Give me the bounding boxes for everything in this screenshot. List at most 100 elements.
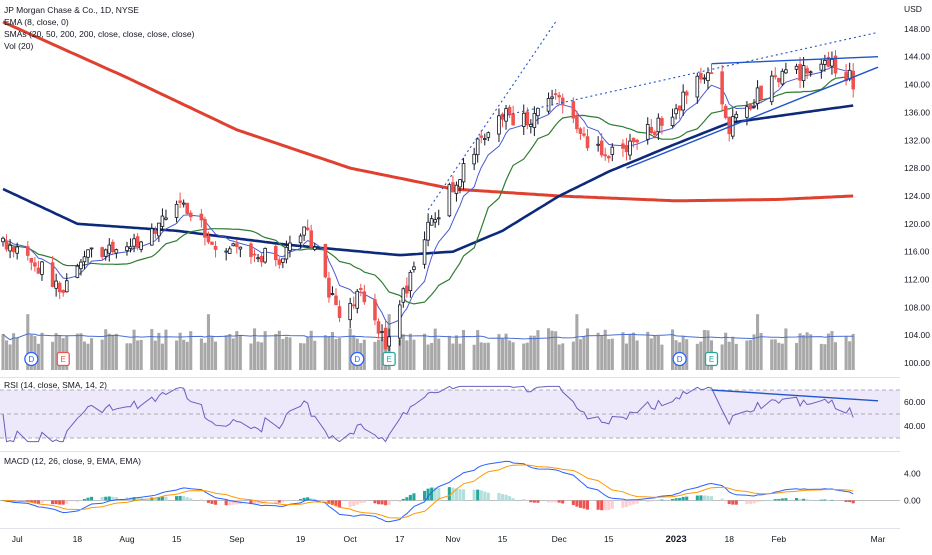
- time-axis-label: Jul: [12, 534, 23, 544]
- candle-body: [11, 246, 16, 253]
- candle: [472, 147, 476, 171]
- candle-body: [259, 256, 264, 263]
- candle-body: [773, 75, 778, 78]
- volume-bar: [277, 330, 281, 370]
- rsi-trendline[interactable]: [711, 389, 879, 402]
- candle: [4, 234, 9, 252]
- candle: [550, 89, 554, 106]
- candle-body: [160, 215, 165, 227]
- volume-bar: [26, 314, 30, 370]
- candle: [851, 63, 855, 98]
- macd-histogram-bar: [451, 487, 455, 501]
- earnings-badge[interactable]: E: [56, 351, 70, 367]
- volume-bar: [670, 329, 675, 370]
- candle-body: [557, 95, 561, 98]
- candle-body: [436, 217, 441, 220]
- candle-body: [224, 250, 228, 253]
- candle-body: [709, 72, 714, 75]
- volume-bar: [327, 336, 331, 370]
- candle: [833, 50, 838, 78]
- macd-histogram-bar: [536, 500, 540, 503]
- volume-bar: [260, 342, 264, 370]
- time-axis-label: Nov: [445, 534, 461, 544]
- candle-body: [546, 98, 551, 112]
- macd-histogram-bar: [263, 500, 267, 503]
- macd-histogram-bar: [476, 489, 480, 501]
- macd-histogram-bar: [256, 500, 260, 504]
- candle: [557, 91, 561, 105]
- candle-body: [26, 246, 30, 256]
- trendline[interactable]: [502, 31, 879, 117]
- candle-body: [188, 212, 193, 218]
- volume-bar: [600, 335, 604, 370]
- candle: [153, 226, 158, 239]
- candle-body: [86, 249, 90, 258]
- candle-body: [603, 154, 608, 157]
- macd-histogram-bar: [770, 499, 774, 501]
- volume-bar: [486, 342, 490, 370]
- price-axis-label: 132.00: [904, 135, 930, 145]
- volume-bar: [632, 332, 636, 370]
- price-candles: [1, 50, 855, 351]
- macd-histogram-bar: [802, 498, 806, 501]
- volume-bar: [384, 330, 388, 370]
- volume-bar: [582, 335, 586, 370]
- volume-bar: [585, 328, 590, 370]
- candle: [830, 51, 834, 75]
- dividend-badge[interactable]: D: [350, 351, 365, 367]
- volume-bar: [111, 334, 115, 370]
- volume-bar: [702, 330, 706, 370]
- macd-histogram-bar: [624, 500, 629, 507]
- candle: [794, 63, 799, 74]
- volume-bar: [819, 343, 823, 370]
- dividend-badge[interactable]: D: [24, 351, 39, 367]
- candle-body: [422, 239, 427, 265]
- volume-bar: [306, 337, 310, 370]
- time-axis-label: 19: [296, 534, 306, 544]
- badge-letter: E: [386, 355, 391, 364]
- candle: [281, 258, 285, 269]
- macd-histogram-bar: [252, 500, 257, 504]
- macd-histogram-bar: [678, 497, 682, 501]
- macd-histogram-bar: [90, 496, 94, 501]
- dividend-badge[interactable]: D: [672, 351, 687, 367]
- candle: [582, 126, 586, 138]
- volume-bar: [844, 336, 848, 370]
- macd-histogram-bar: [408, 494, 412, 501]
- macd-histogram-bar: [681, 496, 685, 501]
- macd-histogram-bar: [653, 500, 657, 502]
- candle: [273, 244, 278, 267]
- candle: [277, 257, 282, 269]
- candle: [359, 283, 363, 297]
- volume-bar: [823, 344, 827, 370]
- candle: [132, 233, 136, 253]
- earnings-badge[interactable]: E: [382, 351, 396, 367]
- macd-histogram-bar: [214, 500, 218, 505]
- trendline[interactable]: [711, 56, 879, 65]
- candle-body: [153, 230, 158, 234]
- candle: [397, 300, 402, 346]
- candle: [482, 133, 487, 146]
- macd-histogram-bar: [731, 500, 735, 505]
- candle-body: [355, 290, 360, 309]
- candle: [178, 192, 182, 209]
- volume-ma-line: [2, 333, 854, 341]
- candle-body: [525, 111, 530, 125]
- candle: [64, 273, 69, 293]
- macd-histogram-bar: [277, 500, 281, 503]
- volume-bar: [40, 332, 44, 370]
- volume-bar: [437, 338, 441, 370]
- macd-histogram-bar: [430, 487, 434, 501]
- trendline[interactable]: [626, 66, 879, 169]
- volume-bar: [323, 335, 327, 370]
- candle: [575, 110, 579, 133]
- volume-bar: [525, 342, 529, 370]
- candle-body: [405, 285, 409, 294]
- macd-histogram-bar: [649, 500, 653, 502]
- earnings-badge[interactable]: E: [704, 351, 719, 367]
- volume-bar: [770, 339, 774, 370]
- volume-bar: [302, 343, 306, 370]
- candle: [150, 223, 154, 246]
